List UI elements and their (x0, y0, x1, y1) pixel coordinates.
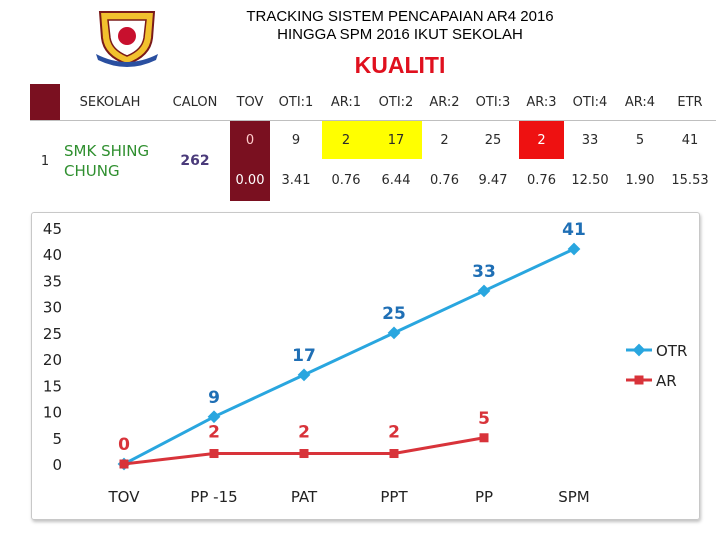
data-label: 0 (118, 435, 130, 455)
data-label: 17 (292, 346, 316, 366)
data-point (479, 433, 489, 443)
x-tick-label: PP -15 (190, 488, 237, 506)
header-tov: TOV (230, 84, 270, 121)
y-tick-label: 35 (43, 272, 62, 290)
pct-oti3: 9.47 (478, 172, 508, 188)
calon-count: 262 (180, 153, 210, 169)
data-label: 9 (208, 388, 220, 408)
crest-ribbon-icon (96, 54, 158, 67)
pct-ar3: 0.76 (527, 172, 556, 188)
pct-tov: 0.00 (230, 159, 270, 201)
y-tick-label: 15 (43, 377, 62, 395)
pct-ar2: 0.76 (430, 172, 459, 188)
pct-ar1: 0.76 (331, 172, 361, 188)
legend-marker (632, 343, 646, 357)
percent-row: 0.00 3.41 0.76 6.44 0.76 9.47 0.76 12.50… (30, 159, 716, 201)
chart-frame (31, 212, 700, 520)
legend-label-otr: OTR (656, 342, 687, 360)
data-label: 2 (208, 423, 220, 443)
data-label: 2 (298, 423, 310, 443)
pct-oti1: 3.41 (281, 172, 311, 188)
x-tick-label: PAT (291, 488, 318, 506)
header-calon: CALON (160, 84, 230, 121)
x-tick-label: PP (475, 488, 493, 506)
header-etr: ETR (664, 84, 716, 121)
legend-marker (634, 375, 644, 385)
pct-etr: 15.53 (671, 172, 709, 188)
x-tick-label: TOV (108, 488, 141, 506)
data-label: 5 (478, 409, 490, 429)
header-corner-cell (30, 84, 60, 121)
target-etr: 41 (681, 132, 699, 148)
x-tick-label: SPM (558, 488, 590, 506)
y-tick-label: 5 (52, 430, 62, 448)
target-oti2: 17 (370, 120, 422, 159)
target-tov: 0 (230, 120, 270, 159)
data-label: 33 (472, 262, 496, 282)
crest-emblem-icon (118, 27, 136, 45)
school-crest-logo (96, 11, 158, 67)
data-point (207, 410, 221, 424)
target-ar3: 2 (519, 120, 564, 159)
data-label: 25 (382, 304, 406, 324)
row-number: 1 (40, 153, 50, 169)
target-ar4: 5 (635, 132, 645, 148)
data-point (387, 326, 401, 340)
y-tick-label: 40 (43, 246, 62, 264)
target-oti1: 9 (291, 132, 301, 148)
header-sekolah: SEKOLAH (60, 84, 160, 121)
pct-oti4: 12.50 (571, 172, 609, 188)
header-ar3: AR:3 (519, 84, 564, 121)
data-point (477, 284, 491, 298)
x-tick-label: PPT (380, 488, 408, 506)
target-oti3: 25 (484, 132, 502, 148)
y-tick-label: 10 (43, 404, 62, 422)
target-ar2: 2 (440, 132, 449, 148)
data-point (119, 459, 129, 469)
series-line-otr (123, 247, 575, 466)
data-point (299, 449, 309, 459)
data-point (567, 242, 581, 256)
target-row: 1 SMK SHING CHUNG 262 0 9 2 17 2 25 2 33… (30, 120, 716, 180)
header-ar2: AR:2 (422, 84, 467, 121)
header-oti1: OTI:1 (270, 84, 322, 121)
title-line-2: HINGGA SPM 2016 IKUT SEKOLAH (277, 26, 523, 43)
data-point (297, 368, 311, 382)
y-tick-label: 30 (43, 299, 62, 317)
y-tick-label: 45 (43, 220, 62, 238)
target-oti4: 33 (581, 132, 599, 148)
page-subtitle: KUALITI (354, 52, 446, 78)
y-tick-label: 20 (43, 351, 62, 369)
header-ar1: AR:1 (322, 84, 370, 121)
data-label: 2 (388, 423, 400, 443)
table-header-row: SEKOLAH CALON TOV OTI:1 AR:1 OTI:2 AR:2 … (30, 84, 716, 121)
pct-oti2: 6.44 (381, 172, 411, 188)
y-tick-label: 25 (43, 325, 62, 343)
pct-ar4: 1.90 (625, 172, 655, 188)
target-ar1: 2 (322, 120, 370, 159)
title-line-1: TRACKING SISTEM PENCAPAIAN AR4 2016 (246, 8, 554, 25)
data-point (389, 449, 399, 459)
page-title: TRACKING SISTEM PENCAPAIAN AR4 2016 HING… (180, 8, 620, 44)
header-oti4: OTI:4 (564, 84, 616, 121)
data-point (209, 449, 219, 459)
school-name: SMK SHING CHUNG (64, 142, 150, 180)
header-ar4: AR:4 (616, 84, 664, 121)
summary-table: SEKOLAH CALON TOV OTI:1 AR:1 OTI:2 AR:2 … (30, 84, 716, 201)
data-label: 41 (562, 220, 586, 240)
header-oti2: OTI:2 (370, 84, 422, 121)
y-tick-label: 0 (52, 456, 62, 474)
header-oti3: OTI:3 (467, 84, 519, 121)
legend-label-ar: AR (656, 372, 677, 390)
